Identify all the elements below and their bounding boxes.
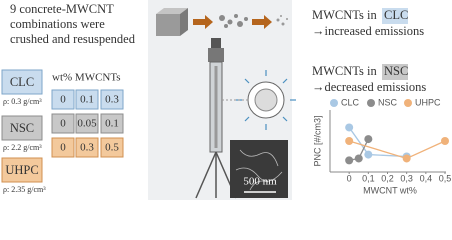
material-name: UHPC [5,163,38,177]
highlight-box [382,8,408,24]
x-tick-label: 0 [347,173,352,183]
x-tick-label: 0,1 [362,173,375,183]
content-value: 0.05 [77,118,97,130]
content-cell [100,137,124,158]
illustration: 500 nm [148,0,296,200]
y-axis-label: PNC [#/cm3] [312,115,322,166]
content-cell [100,89,124,110]
data-point [345,156,354,165]
content-value: 0.5 [105,142,119,154]
content-cell [75,113,99,134]
statements: MWCNTs in CLC →increased emissions MWCNTs i… [312,8,426,94]
legend-label: NSC [378,97,398,107]
statement-highlight: CLC [384,8,408,22]
intro-line: 9 concrete-MWCNT [10,2,114,16]
legend-marker [367,99,375,107]
legend-label: CLC [341,97,360,107]
content-cell [51,113,75,134]
legend-marker [404,99,412,107]
data-point [364,150,373,159]
data-point [441,137,449,145]
statement-prefix: MWCNTs in [312,8,378,22]
chart: 0 0,1 0,2 0,3 0,4 0,5 CLC NSC UHPC [330,97,451,183]
content-value: 0.1 [105,118,119,130]
statement-result: →increased emissions [312,24,424,38]
data-point [354,154,363,163]
x-tick-label: 0,3 [400,173,413,183]
table-title: wt% MWCNTs [52,72,121,84]
content-cell [75,137,99,158]
intro-line: combinations were [10,17,105,31]
content-value: 0.3 [80,142,94,154]
series-line [348,127,407,158]
statement-prefix: MWCNTs in [312,64,378,78]
material-box [1,115,43,141]
content-cell [100,113,124,134]
data-point [364,135,373,144]
material-density: ρ: 2.35 g/cm³ [3,185,46,194]
content-value: 0.1 [80,94,94,106]
scale-bar: 500 nm [243,176,277,188]
graphical-abstract: 500 nm 9 concrete-MWCNT combinations wer… [1,0,451,200]
legend-marker [330,99,338,107]
statement-highlight: NSC [384,64,408,78]
x-axis-label: MWCNT wt% [363,185,417,195]
x-tick-label: 0,5 [439,173,452,183]
data-point [345,137,354,145]
material-density: ρ: 2.2 g/cm³ [3,143,42,152]
legend-label: UHPC [415,97,441,107]
materials: CLC ρ: 0.3 g/cm³ 0 0.1 0.3 NSC ρ: 2.2 g/cm³ 0 0.… [1,69,124,194]
material-name: NSC [10,121,34,135]
highlight-box [382,64,408,80]
content-cell [75,89,99,110]
material-name: CLC [10,75,34,89]
content-value: 0 [60,118,66,130]
x-tick-label: 0,4 [420,173,433,183]
data-point [345,123,354,132]
x-tick-label: 0,2 [381,173,394,183]
material-box [1,69,43,95]
statement-result: →decreased emissions [312,80,426,94]
intro-line: crushed and resuspended [10,32,136,46]
content-value: 0 [60,94,66,106]
material-box [1,157,43,183]
content-value: 0 [60,142,66,154]
content-cell [51,137,75,158]
material-density: ρ: 0.3 g/cm³ [3,97,42,106]
content-value: 0.3 [105,94,119,106]
data-point [402,154,411,163]
content-cell [51,89,75,110]
